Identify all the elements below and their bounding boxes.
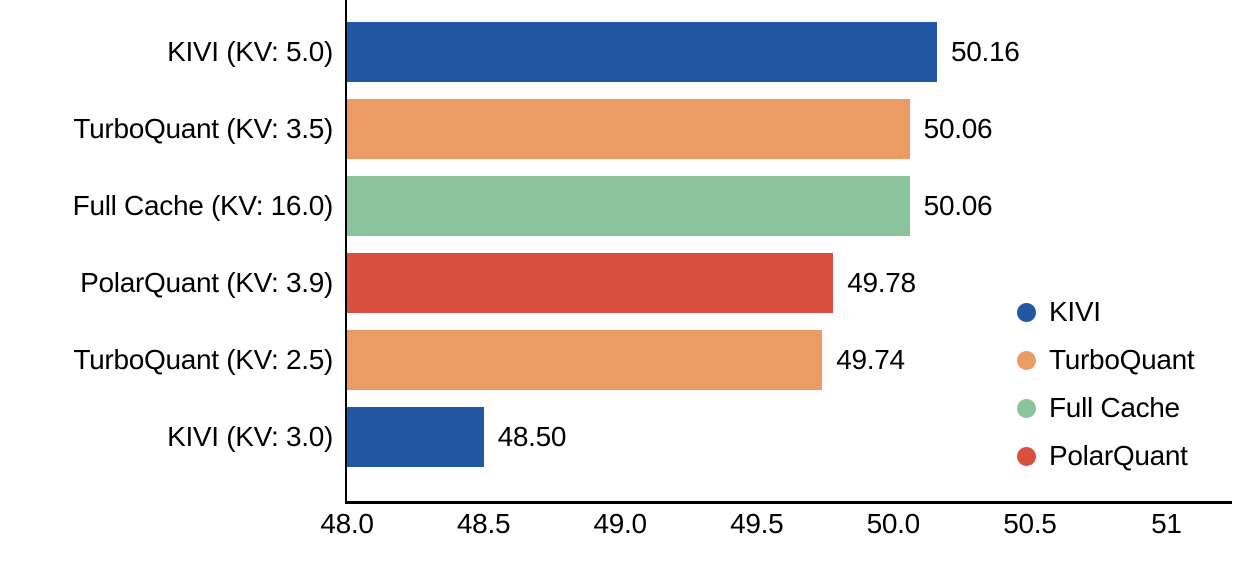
legend-label-1: TurboQuant — [1049, 344, 1195, 375]
value-label-3: 49.78 — [847, 267, 916, 298]
x-tick-label-0: 48.0 — [320, 508, 374, 539]
legend-dot-icon — [1017, 302, 1036, 322]
value-label-4: 49.74 — [836, 344, 905, 375]
category-label-5: KIVI (KV: 3.0) — [167, 421, 333, 452]
x-tick-label-6: 51 — [1151, 508, 1182, 539]
legend-item-1: TurboQuant — [1017, 336, 1195, 384]
category-label-1: TurboQuant (KV: 3.5) — [73, 113, 333, 144]
x-tick-label-5: 50.5 — [1003, 508, 1057, 539]
legend-item-0: KIVI — [1017, 288, 1194, 336]
category-label-0: KIVI (KV: 5.0) — [167, 36, 333, 67]
y-axis-line — [345, 0, 347, 504]
legend-label-0: KIVI — [1049, 296, 1101, 327]
bar-4 — [347, 330, 823, 390]
category-label-2: Full Cache (KV: 16.0) — [72, 190, 334, 221]
x-axis-line — [345, 501, 1232, 504]
x-tick-label-4: 50.0 — [866, 508, 921, 539]
value-label-1: 50.06 — [923, 113, 993, 144]
legend-item-3: PolarQuant — [1017, 432, 1194, 480]
category-label-3: PolarQuant (KV: 3.9) — [80, 267, 333, 298]
legend-item-2: Full Cache — [1017, 384, 1194, 432]
plot-area — [345, 0, 1232, 504]
legend-label-3: PolarQuant — [1049, 440, 1188, 471]
bar-2 — [347, 176, 910, 236]
x-tick-label-1: 48.5 — [456, 508, 511, 539]
x-tick-label-2: 49.0 — [593, 508, 647, 539]
value-label-5: 48.50 — [497, 421, 567, 452]
bar-5 — [347, 407, 484, 467]
x-tick-label-3: 49.5 — [730, 508, 784, 539]
legend: KIVI TurboQuant Full Cache PolarQuant — [1017, 288, 1195, 480]
bar-0 — [347, 22, 937, 82]
category-label-4: TurboQuant (KV: 2.5) — [73, 344, 333, 375]
bar-3 — [347, 253, 834, 313]
value-label-2: 50.06 — [923, 190, 993, 221]
bar-1 — [347, 99, 910, 159]
value-label-0: 50.16 — [951, 36, 1020, 67]
legend-dot-icon — [1017, 446, 1036, 466]
legend-dot-icon — [1017, 350, 1036, 370]
legend-dot-icon — [1017, 398, 1036, 418]
legend-label-2: Full Cache — [1049, 392, 1180, 423]
